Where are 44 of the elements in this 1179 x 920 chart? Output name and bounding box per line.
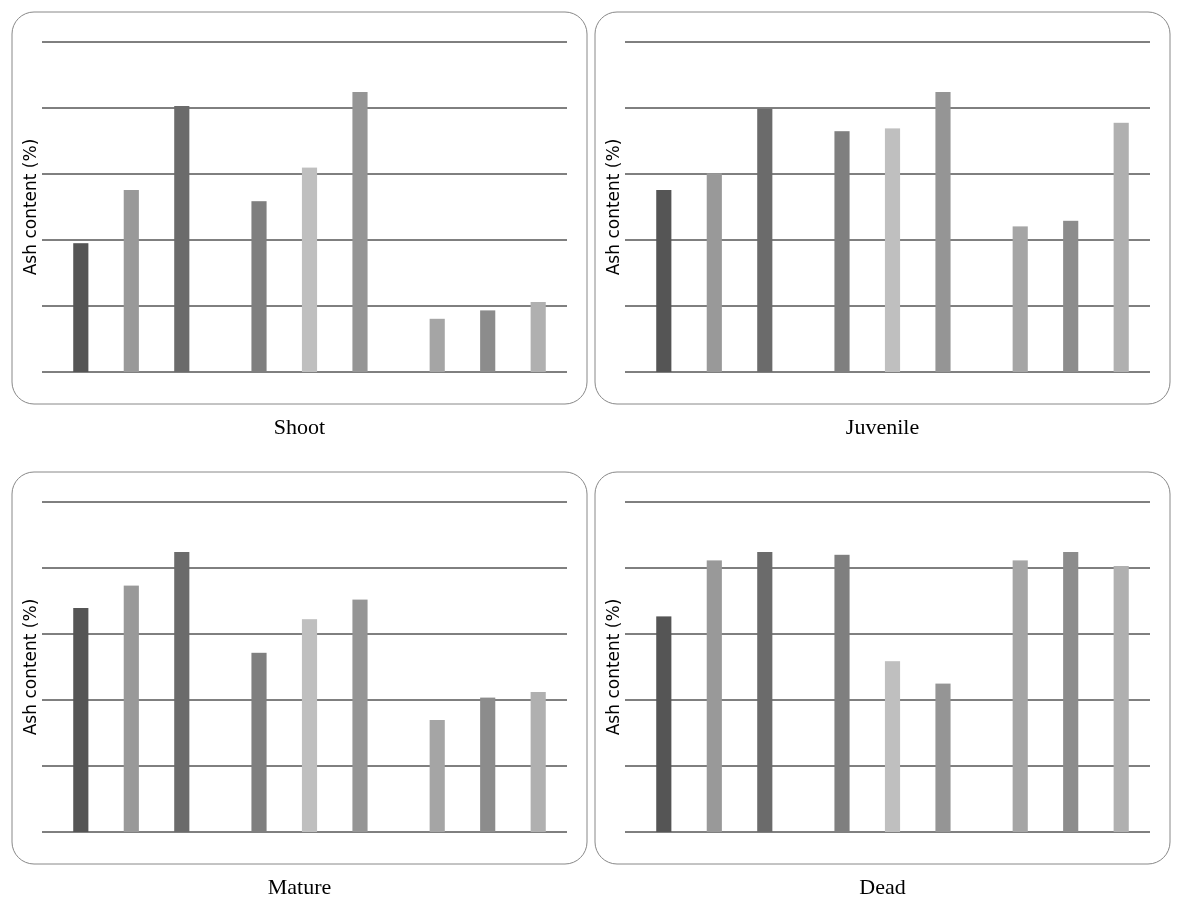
bar: [73, 243, 89, 372]
bar: [480, 697, 496, 832]
bar: [73, 608, 89, 832]
bar: [935, 92, 951, 372]
bar: [174, 552, 190, 832]
y-axis-title: Ash content (%): [603, 598, 623, 736]
bar: [480, 310, 496, 372]
y-axis-title: Ash content (%): [20, 138, 40, 276]
bar: [1113, 566, 1129, 832]
bar: [884, 128, 901, 372]
bar: [757, 108, 773, 372]
bar: [706, 560, 722, 832]
bar: [656, 616, 672, 832]
bar: [706, 173, 722, 372]
bar: [757, 552, 773, 832]
bar: [301, 619, 318, 832]
text: Juvenile: [845, 414, 920, 439]
bar: [656, 190, 672, 372]
bar: [174, 106, 190, 372]
bar: [1063, 552, 1079, 832]
bar: [301, 167, 318, 372]
bar: [834, 554, 850, 832]
text: Mature: [267, 874, 332, 899]
y-axis-title: Ash content (%): [20, 598, 40, 736]
bar: [251, 201, 267, 372]
bar: [1063, 220, 1079, 372]
bar: [429, 318, 445, 372]
bar: [530, 692, 546, 832]
bar: [935, 683, 951, 832]
bar: [123, 190, 139, 372]
bar: [352, 599, 368, 832]
bar: [251, 652, 267, 832]
bar: [352, 92, 368, 372]
bar: [429, 720, 445, 832]
bar: [530, 302, 546, 372]
bar: [123, 585, 139, 832]
bar: [1012, 226, 1028, 372]
text: Dead: [859, 874, 906, 899]
bar: [1113, 122, 1129, 372]
bar: [884, 661, 901, 832]
y-axis-title: Ash content (%): [603, 138, 623, 276]
bar: [834, 131, 850, 372]
text: Shoot: [273, 414, 326, 439]
bar: [1012, 560, 1028, 832]
